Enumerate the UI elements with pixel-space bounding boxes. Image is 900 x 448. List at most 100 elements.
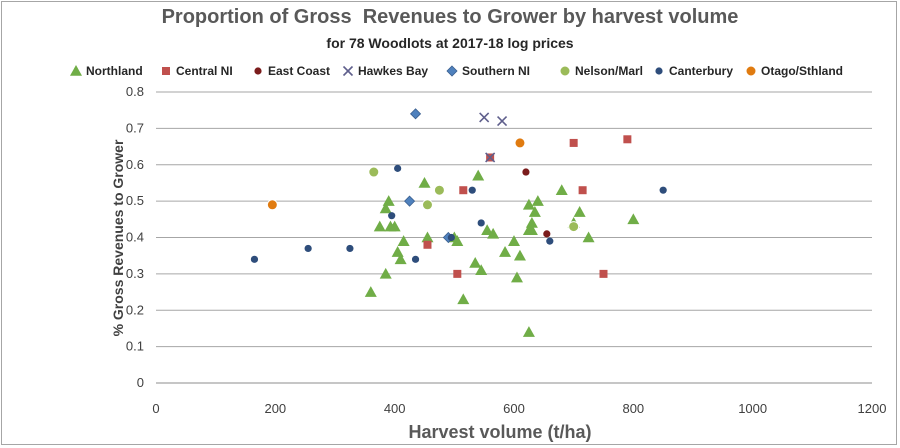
data-point	[485, 152, 496, 163]
data-point	[525, 224, 538, 236]
data-point	[522, 168, 530, 176]
legend-label: Central NI	[176, 64, 233, 78]
y-tick-label: 0.1	[126, 339, 144, 354]
legend-marker	[162, 67, 170, 75]
data-point	[555, 184, 568, 196]
legend-marker	[70, 65, 82, 76]
data-point	[578, 186, 587, 195]
series-otago-sthland	[266, 137, 526, 211]
data-point	[379, 267, 392, 279]
data-point	[266, 199, 278, 211]
legend-label: Northland	[86, 64, 143, 78]
data-point	[250, 255, 259, 263]
data-point	[457, 293, 470, 305]
data-point	[475, 264, 488, 276]
data-point	[447, 233, 455, 242]
data-point	[433, 184, 445, 196]
data-point	[382, 195, 395, 206]
y-tick-label: 0.2	[126, 302, 144, 317]
legend-item: East Coast	[252, 63, 330, 79]
data-point	[421, 231, 434, 243]
data-point	[459, 186, 468, 195]
legend-marker-shape	[559, 65, 571, 77]
data-point	[423, 240, 432, 249]
data-point	[510, 271, 523, 283]
data-point	[569, 138, 578, 147]
data-point	[487, 227, 500, 239]
chart-title: Proportion of Gross Revenues to Grower b…	[161, 6, 739, 28]
legend-item: Central NI	[160, 63, 233, 79]
data-point	[388, 212, 396, 220]
series-east-coast	[522, 168, 551, 238]
data-point	[304, 244, 312, 253]
x-tick-label: 1000	[738, 401, 767, 416]
legend-marker	[254, 67, 262, 75]
x-tick-label: 1200	[858, 401, 887, 416]
legend-label: Hawkes Bay	[358, 64, 429, 78]
y-tick-label: 0.5	[126, 193, 144, 208]
legend-marker-shape	[162, 67, 170, 75]
legend-item: Nelson/Marl	[559, 63, 643, 79]
data-point	[379, 202, 392, 214]
x-tick-label: 400	[384, 401, 406, 416]
legend-marker	[745, 65, 757, 77]
data-point	[418, 176, 431, 188]
y-tick-label: 0	[137, 375, 144, 390]
y-tick-label: 0.7	[126, 120, 144, 135]
legend-marker	[559, 65, 571, 77]
legend-marker-shape	[70, 65, 82, 76]
data-point	[421, 199, 433, 211]
chart-subtitle: for 78 Woodlots at 2017-18 log prices	[326, 35, 574, 51]
legend-marker	[342, 65, 354, 77]
data-point	[479, 112, 490, 123]
data-point	[627, 213, 640, 225]
data-point	[469, 256, 482, 268]
legend-label: Otago/Sthland	[761, 64, 843, 78]
legend-label: Nelson/Marl	[575, 64, 644, 78]
data-point	[623, 135, 632, 144]
y-tick-label: 0.4	[126, 230, 144, 245]
data-point	[409, 108, 422, 120]
data-point	[514, 137, 526, 149]
data-point	[397, 235, 410, 246]
series-southern-ni	[404, 108, 454, 244]
legend-marker-shape	[655, 67, 663, 75]
data-point	[599, 269, 608, 278]
x-axis-label: Harvest volume (t/ha)	[408, 422, 592, 442]
data-point	[364, 286, 377, 297]
gridlines	[156, 91, 872, 348]
data-point	[453, 269, 462, 278]
data-point	[582, 231, 595, 243]
data-point	[499, 246, 512, 257]
data-point	[451, 235, 464, 246]
data-point	[388, 220, 401, 232]
legend-label: Southern NI	[462, 64, 530, 78]
x-tick-label: 800	[622, 401, 644, 416]
data-point	[404, 195, 416, 207]
legend-marker	[446, 65, 458, 77]
data-point	[513, 249, 526, 261]
data-points	[250, 108, 667, 337]
data-point	[368, 166, 380, 178]
data-point	[508, 235, 520, 246]
legend-item: Northland	[70, 63, 143, 79]
data-point	[522, 198, 535, 210]
legend-item: Otago/Sthland	[745, 63, 843, 79]
legend-item: Hawkes Bay	[342, 63, 428, 79]
data-point	[472, 169, 485, 181]
legend-marker-shape	[745, 65, 757, 77]
legend-marker-shape	[254, 67, 262, 75]
data-point	[528, 206, 541, 217]
data-point	[522, 326, 535, 337]
y-axis-label: % Gross Revenues to Grower	[110, 139, 126, 337]
series-canterbury	[250, 164, 667, 263]
data-point	[568, 221, 580, 233]
data-point	[531, 195, 544, 206]
legend-marker-shape	[342, 65, 354, 77]
y-tick-label: 0.6	[126, 157, 144, 172]
series-nelson-marl	[368, 166, 580, 233]
legend-marker	[655, 67, 663, 75]
x-tick-label: 0	[152, 401, 159, 416]
legend-label: Canterbury	[669, 64, 734, 78]
data-point	[477, 219, 485, 227]
